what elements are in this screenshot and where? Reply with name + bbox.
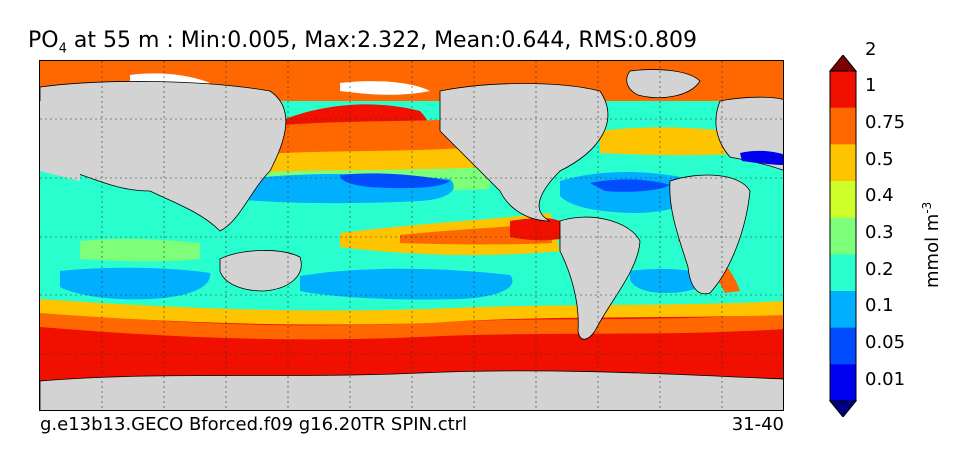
field-spac-blue — [300, 268, 513, 300]
ocean-field-map — [40, 61, 783, 410]
colorbar-segment — [830, 71, 856, 109]
field-natl-core — [590, 179, 670, 192]
colorbar-segment — [830, 217, 856, 255]
field-indian-green — [80, 238, 200, 262]
colorbar-tick-label: 0.2 — [865, 258, 894, 280]
colorbar-tick-label: 0.1 — [865, 295, 894, 317]
colorbar — [828, 55, 858, 417]
land-asia-east — [40, 101, 80, 181]
period-label: 31-40 — [731, 414, 784, 435]
land-antarctica — [40, 370, 783, 410]
field-npac-orange — [240, 119, 471, 159]
map-panel — [39, 60, 784, 411]
title-variable: PO — [28, 28, 59, 53]
graticule — [40, 61, 783, 410]
land-australia — [219, 250, 302, 292]
land-namerica — [439, 83, 609, 222]
run-name-label: g.e13b13.GECO Bforced.f09 g16.20TR SPIN.… — [40, 414, 468, 435]
colorbar-tick-label: 0.3 — [865, 222, 894, 243]
colorbar-segment — [830, 291, 856, 329]
colorbar-frame — [829, 70, 857, 402]
title-subscript: 4 — [58, 41, 67, 57]
colorbar-segment — [830, 144, 856, 182]
colorbar-unit-label: mmol m-3 — [920, 202, 943, 288]
land-africa-main — [669, 174, 751, 295]
field-indian-blue — [60, 267, 211, 300]
colorbar-extend-min — [828, 400, 858, 417]
colorbar-segment — [830, 107, 856, 145]
unit-text: mmol m — [922, 213, 943, 288]
field-eqpac-red — [510, 218, 560, 241]
field-arctic-ice-2 — [340, 81, 430, 95]
field-med — [740, 150, 783, 165]
colorbar-tick-label: 0.5 — [865, 148, 894, 170]
colorbar-tick-label: 0.01 — [865, 368, 906, 390]
colorbar-tick-label: 1 — [865, 75, 877, 97]
colorbar-segment — [830, 364, 856, 402]
unit-exponent: -3 — [920, 201, 934, 214]
colorbar-tick-label: 0.05 — [865, 332, 906, 353]
colorbar-tick-label: 2 — [865, 38, 877, 60]
colorbar-segment — [830, 327, 856, 365]
colorbar-tick-label: 0.75 — [865, 112, 906, 133]
field-npac-core — [340, 173, 450, 189]
land-samerica — [559, 216, 641, 340]
colorbar-segment — [830, 181, 856, 219]
land-greenland — [626, 69, 701, 98]
colorbar-segment — [830, 254, 856, 292]
colorbar-tick-label: 0.4 — [865, 185, 894, 207]
field-npac-yellow — [235, 147, 480, 176]
title-stats: at 55 m : Min:0.005, Max:2.322, Mean:0.6… — [66, 28, 698, 53]
colorbar-extend-max — [828, 55, 858, 72]
chart-title: PO4 at 55 m : Min:0.005, Max:2.322, Mean… — [28, 28, 697, 56]
field-natl-orange — [600, 127, 740, 156]
